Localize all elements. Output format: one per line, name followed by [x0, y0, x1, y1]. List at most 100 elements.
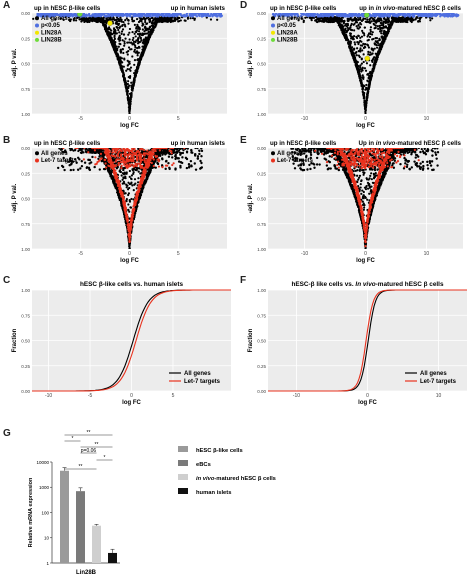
point-all-genes	[380, 32, 383, 35]
point-all-genes	[316, 20, 319, 24]
point-all-genes	[364, 112, 367, 114]
point-significant	[193, 13, 196, 16]
point-all-genes	[342, 28, 345, 31]
point-all-genes	[352, 48, 356, 51]
point-all-genes	[361, 76, 364, 79]
point-all-genes	[361, 29, 364, 32]
legend-label: LIN28B	[41, 38, 62, 44]
legend-label: LIN28A	[41, 30, 62, 36]
point-significant	[412, 13, 415, 15]
point-all-genes	[367, 76, 370, 80]
y-axis-label: -adj. P val.	[12, 183, 18, 213]
point-significant	[203, 13, 206, 15]
point-all-genes	[355, 25, 358, 28]
point-all-genes	[387, 26, 390, 29]
point-all-genes	[118, 26, 121, 29]
point-all-genes	[377, 44, 380, 47]
point-significant	[357, 13, 361, 16]
point-significant	[309, 14, 312, 17]
point-all-genes	[377, 17, 380, 20]
point-all-genes	[355, 54, 358, 57]
point-all-genes	[416, 16, 419, 19]
point-significant	[44, 13, 47, 16]
point-all-genes	[124, 37, 127, 40]
point-significant	[323, 13, 326, 16]
point-all-genes	[78, 18, 81, 21]
point-lin28b	[363, 13, 370, 18]
point-all-genes	[105, 29, 108, 33]
point-significant	[114, 14, 117, 17]
point-all-genes	[160, 17, 163, 20]
point-all-genes	[194, 148, 197, 150]
point-all-genes	[144, 43, 147, 47]
point-all-genes	[370, 75, 373, 78]
point-all-genes	[404, 20, 407, 23]
point-all-genes	[327, 18, 331, 21]
point-all-genes	[142, 16, 145, 19]
point-significant	[308, 13, 311, 15]
point-all-genes	[138, 35, 141, 38]
point-all-genes	[137, 170, 140, 173]
point-all-genes	[321, 19, 324, 23]
point-significant	[443, 15, 446, 18]
point-all-genes	[133, 183, 136, 186]
point-significant	[125, 15, 129, 18]
point-all-genes	[118, 61, 121, 64]
point-all-genes	[115, 45, 118, 48]
point-all-genes	[346, 22, 349, 25]
point-significant	[446, 15, 450, 18]
point-all-genes	[370, 72, 373, 75]
point-all-genes	[128, 112, 131, 114]
point-all-genes	[359, 66, 362, 69]
y-tick-label: 1.00	[21, 112, 30, 117]
point-significant	[148, 13, 152, 16]
point-all-genes	[387, 19, 390, 22]
point-significant	[117, 15, 121, 18]
point-all-genes	[133, 73, 137, 76]
point-all-genes	[150, 30, 154, 33]
point-all-genes	[374, 52, 377, 55]
point-all-genes	[135, 27, 138, 30]
point-significant	[317, 13, 320, 17]
point-significant	[200, 15, 204, 18]
point-all-genes	[119, 51, 123, 54]
y-tick-label: 0.00	[21, 146, 30, 151]
point-all-genes	[359, 47, 362, 50]
point-all-genes	[360, 40, 363, 43]
point-all-genes	[293, 16, 296, 19]
point-all-genes	[361, 74, 364, 77]
point-all-genes	[120, 57, 124, 60]
point-significant	[300, 15, 303, 18]
point-all-genes	[126, 188, 130, 191]
point-all-genes	[139, 57, 142, 60]
point-all-genes	[365, 102, 368, 106]
point-all-genes	[131, 38, 134, 42]
point-all-genes	[128, 38, 131, 41]
point-all-genes	[127, 96, 130, 99]
point-significant	[334, 13, 338, 15]
point-all-genes	[360, 70, 363, 73]
point-all-genes	[137, 41, 140, 44]
point-all-genes	[380, 22, 383, 25]
point-all-genes	[122, 51, 125, 55]
legend-label: LIN28A	[277, 30, 298, 36]
point-all-genes	[148, 36, 151, 39]
point-all-genes	[127, 203, 130, 206]
point-all-genes	[143, 30, 146, 33]
point-all-genes	[372, 57, 375, 60]
point-all-genes	[126, 82, 129, 86]
point-significant	[340, 14, 343, 18]
x-tick-label: 0	[364, 116, 367, 122]
point-all-genes	[361, 49, 364, 52]
point-all-genes	[374, 43, 377, 46]
x-tick-label: -5	[79, 116, 84, 122]
point-all-genes	[380, 19, 383, 22]
point-all-genes	[150, 32, 153, 35]
point-all-genes	[132, 198, 135, 201]
point-all-genes	[134, 44, 137, 47]
point-all-genes	[101, 21, 104, 25]
point-all-genes	[347, 40, 350, 44]
point-all-genes	[120, 30, 124, 33]
point-all-genes	[349, 40, 353, 43]
point-significant	[82, 15, 86, 18]
